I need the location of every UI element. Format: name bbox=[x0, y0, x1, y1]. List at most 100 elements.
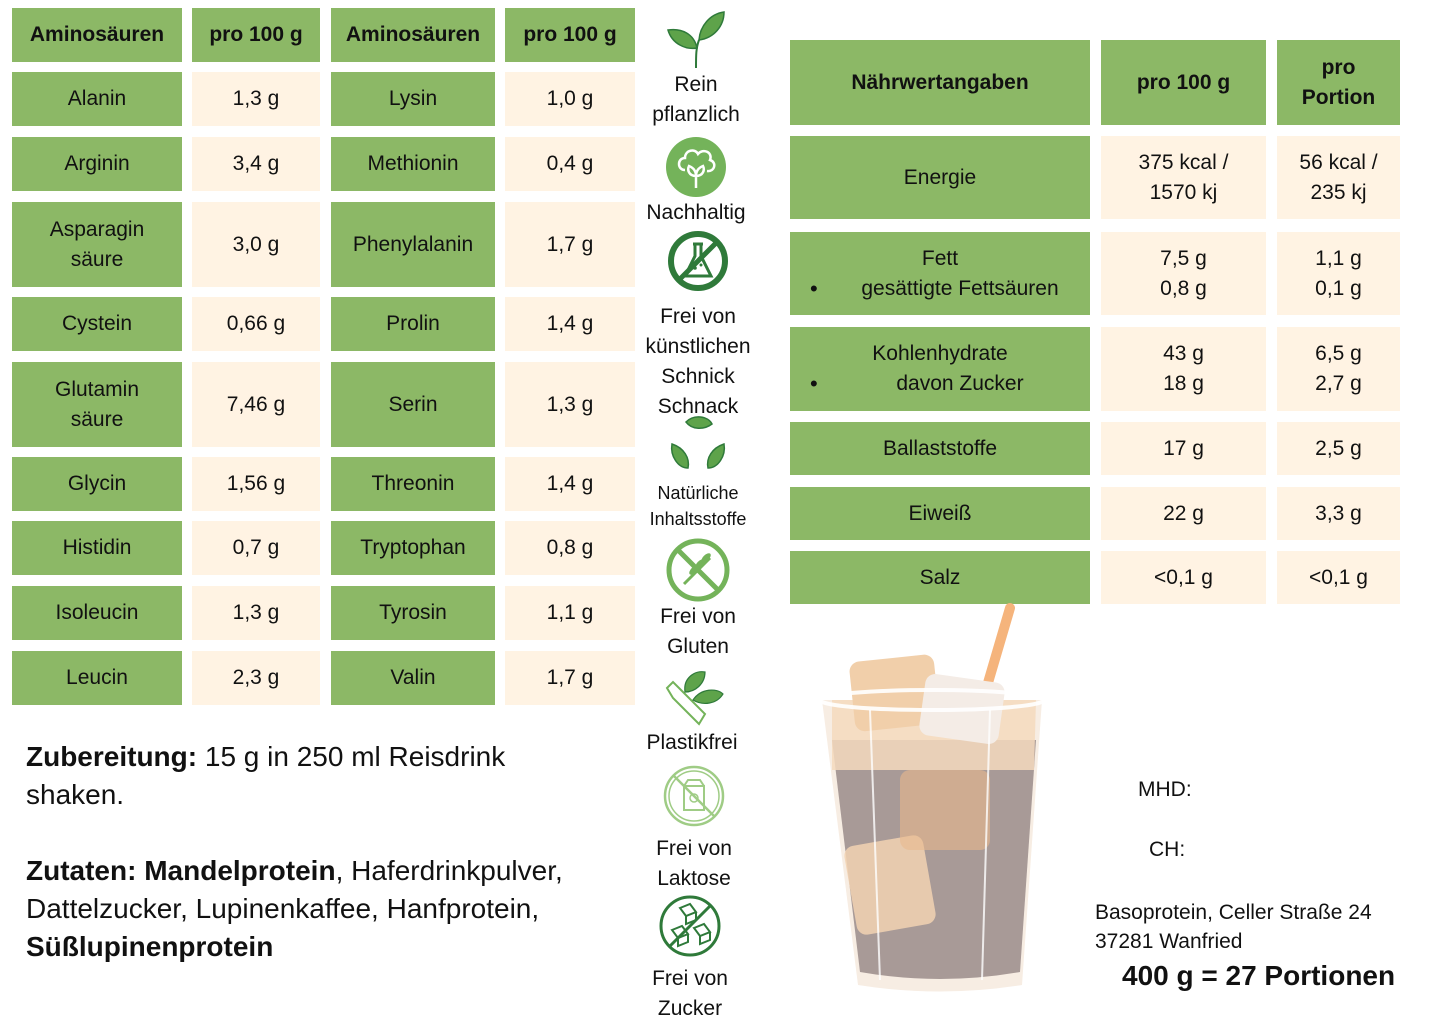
amino-value: 1,7 g bbox=[505, 202, 635, 287]
nutrition-value-per100: 17 g bbox=[1101, 422, 1266, 475]
amino-value: 1,56 g bbox=[192, 457, 320, 511]
badge-frei-von-zucker: Frei von Zucker bbox=[632, 894, 748, 1024]
nutrition-label: Kohlenhydrate • davon Zucker bbox=[790, 327, 1090, 411]
address-line-2: 37281 Wanfried bbox=[1095, 930, 1243, 953]
amino-value: 0,7 g bbox=[192, 521, 320, 575]
nutrient-name: Ballaststoffe bbox=[882, 436, 997, 460]
nutrition-value-portion: 56 kcal / 235 kj bbox=[1277, 136, 1400, 219]
preparation-text: Zubereitung: 15 g in 250 ml Reisdrink sh… bbox=[26, 738, 586, 814]
badge-label: Frei von künstlichen Schnick Schnack bbox=[645, 305, 751, 418]
nutrition-header-label: Nährwertangaben bbox=[790, 40, 1090, 125]
amino-name: Cystein bbox=[12, 297, 182, 351]
amino-value: 0,8 g bbox=[505, 521, 635, 575]
badge-label: Plastikfrei bbox=[646, 731, 738, 754]
preparation-instructions: 15 g in 250 ml Reisdrink shaken. bbox=[26, 741, 506, 810]
amino-name: Glycin bbox=[12, 457, 182, 511]
ingredients-list: , Haferdrinkpulver, Dattelzucker, Lupine… bbox=[26, 855, 563, 924]
address-line-1: Basoprotein, Celler Straße 24 bbox=[1095, 901, 1372, 924]
badge-label: Natürliche Inhaltsstoffe bbox=[649, 483, 747, 529]
badge-frei-von-laktose: Frei von Laktose bbox=[636, 764, 752, 894]
amino-value: 7,46 g bbox=[192, 362, 320, 447]
badge-natuerliche-inhaltsstoffe: Natürliche Inhaltsstoffe bbox=[636, 414, 760, 532]
ingredient-suesslupinenprotein: Süßlupinenprotein bbox=[26, 931, 274, 962]
amino-header-name-1: Aminosäuren bbox=[12, 8, 182, 62]
badge-rein-pflanzlich: Rein pflanzlich bbox=[636, 10, 756, 130]
nutrition-value-per100: 43 g 18 g bbox=[1101, 327, 1266, 411]
nutrition-value-per100: 375 kcal / 1570 kj bbox=[1101, 136, 1266, 219]
nutrition-value-per100: <0,1 g bbox=[1101, 551, 1266, 604]
amino-name: Serin bbox=[331, 362, 495, 447]
amino-value: 1,4 g bbox=[505, 297, 635, 351]
nutrition-value-portion: 1,1 g 0,1 g bbox=[1277, 232, 1400, 315]
nutrition-value-portion: <0,1 g bbox=[1277, 551, 1400, 604]
amino-name: Tryptophan bbox=[331, 521, 495, 575]
amino-value: 1,3 g bbox=[192, 586, 320, 640]
batch-label: CH: bbox=[1149, 838, 1186, 861]
address: Basoprotein, Celler Straße 24 37281 Wanf… bbox=[1095, 898, 1372, 956]
badge-label: Frei von Laktose bbox=[656, 837, 732, 890]
amino-name: Lysin bbox=[331, 72, 495, 126]
nutrition-value-per100: 7,5 g 0,8 g bbox=[1101, 232, 1266, 315]
nutrition-value-portion: 3,3 g bbox=[1277, 487, 1400, 540]
nutrient-name: Fett bbox=[921, 246, 959, 270]
sprout-icon bbox=[667, 11, 725, 69]
nutrient-name: Eiweiß bbox=[908, 501, 972, 525]
nutrient-name: Salz bbox=[919, 565, 961, 589]
badge-nachhaltig: Nachhaltig bbox=[636, 136, 756, 228]
badge-frei-von-kuenstlichen: Frei von künstlichen Schnick Schnack bbox=[636, 230, 760, 422]
nutrition-header-per100: pro 100 g bbox=[1101, 40, 1266, 125]
amino-value: 3,4 g bbox=[192, 137, 320, 191]
recycle-leaves-icon bbox=[670, 416, 726, 469]
no-sugar-icon bbox=[659, 895, 721, 957]
badge-plastikfrei: Plastikfrei bbox=[636, 668, 748, 758]
ingredients-text: Zutaten: Mandelprotein, Haferdrinkpulver… bbox=[26, 852, 626, 966]
amino-value: 0,4 g bbox=[505, 137, 635, 191]
portions-summary: 400 g = 27 Portionen bbox=[1122, 960, 1396, 991]
amino-name: Prolin bbox=[331, 297, 495, 351]
badge-label: Frei von Zucker bbox=[652, 967, 728, 1020]
nutrient-subitem: davon Zucker bbox=[896, 372, 1024, 395]
nutrient-name: Kohlenhydrate bbox=[872, 342, 1008, 365]
iced-coffee-illustration bbox=[818, 603, 1046, 992]
nutrition-value-per100: 22 g bbox=[1101, 487, 1266, 540]
no-lactose-icon bbox=[663, 765, 725, 827]
amino-name: Asparagin säure bbox=[12, 202, 182, 287]
nutrition-value-portion: 6,5 g 2,7 g bbox=[1277, 327, 1400, 411]
badge-label: Rein pflanzlich bbox=[652, 73, 740, 126]
nutrition-label: Eiweiß bbox=[790, 487, 1090, 540]
cotton-icon bbox=[666, 137, 726, 197]
nutrient-subitem: gesättigte Fettsäuren bbox=[861, 276, 1059, 300]
amino-value: 0,66 g bbox=[192, 297, 320, 351]
amino-name: Leucin bbox=[12, 651, 182, 705]
amino-name: Alanin bbox=[12, 72, 182, 126]
no-chemicals-icon bbox=[668, 231, 728, 291]
nutrition-value-portion: 2,5 g bbox=[1277, 422, 1400, 475]
amino-name: Tyrosin bbox=[331, 586, 495, 640]
amino-header-value-1: pro 100 g bbox=[192, 8, 320, 62]
amino-name: Arginin bbox=[12, 137, 182, 191]
nutrition-label: Energie bbox=[790, 136, 1090, 219]
nutrition-header-portion: pro Portion bbox=[1277, 40, 1400, 125]
amino-value: 1,7 g bbox=[505, 651, 635, 705]
nutrition-label: Fett • gesättigte Fettsäuren bbox=[790, 232, 1090, 315]
amino-name: Phenylalanin bbox=[331, 202, 495, 287]
amino-name: Valin bbox=[331, 651, 495, 705]
bullet-icon: • bbox=[810, 371, 818, 396]
amino-value: 3,0 g bbox=[192, 202, 320, 287]
mhd-label: MHD: bbox=[1138, 778, 1192, 801]
plastic-free-icon bbox=[665, 671, 724, 726]
amino-name: Glutamin säure bbox=[12, 362, 182, 447]
amino-value: 1,1 g bbox=[505, 586, 635, 640]
amino-value: 1,3 g bbox=[505, 362, 635, 447]
amino-name: Threonin bbox=[331, 457, 495, 511]
amino-header-name-2: Aminosäuren bbox=[331, 8, 495, 62]
ingredients-label: Zutaten: bbox=[26, 855, 137, 886]
ingredient-mandelprotein: Mandelprotein bbox=[144, 855, 336, 886]
amino-name: Histidin bbox=[12, 521, 182, 575]
badge-label: Frei von Gluten bbox=[660, 605, 736, 658]
amino-value: 1,4 g bbox=[505, 457, 635, 511]
bullet-icon: • bbox=[810, 275, 818, 301]
badge-frei-von-gluten: Frei von Gluten bbox=[636, 538, 760, 662]
amino-name: Methionin bbox=[331, 137, 495, 191]
amino-header-value-2: pro 100 g bbox=[505, 8, 635, 62]
